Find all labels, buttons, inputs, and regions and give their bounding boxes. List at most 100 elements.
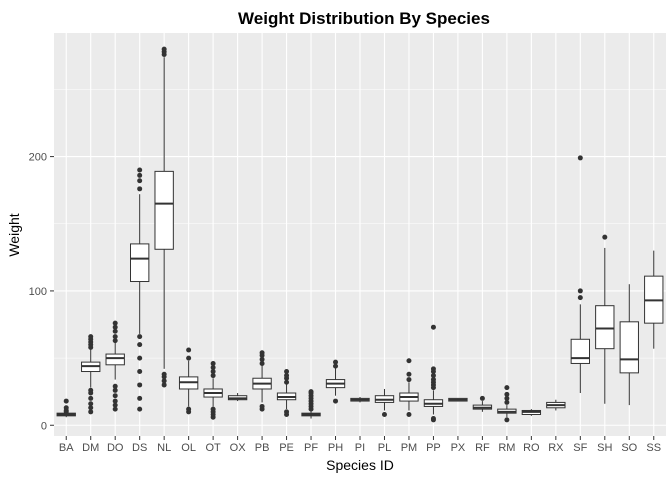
outlier-point	[161, 46, 167, 52]
outlier-point	[137, 167, 143, 173]
x-tick-label: PB	[255, 442, 270, 454]
outlier-point	[284, 373, 290, 379]
outlier-point	[259, 356, 265, 362]
outlier-point	[63, 405, 69, 411]
outlier-point	[186, 406, 192, 412]
outlier-point	[284, 409, 290, 415]
box-SF	[570, 155, 591, 394]
box-iqr	[130, 243, 150, 283]
outlier-point	[259, 360, 265, 366]
outlier-point	[112, 338, 118, 344]
outlier-point	[137, 186, 143, 192]
outlier-point	[112, 383, 118, 389]
outlier-point	[504, 391, 510, 397]
outlier-point	[161, 378, 167, 384]
box-RO	[521, 409, 542, 416]
outlier-point	[88, 387, 94, 393]
outlier-point	[112, 324, 118, 330]
box-iqr	[105, 353, 125, 366]
x-tick-label: SO	[621, 442, 637, 454]
x-tick-label: OT	[205, 442, 221, 454]
outlier-point	[112, 328, 118, 334]
outlier-point	[284, 369, 290, 375]
x-tick-label: RO	[523, 442, 540, 454]
outlier-point	[137, 334, 143, 340]
outlier-point	[333, 363, 339, 369]
outlier-point	[137, 369, 143, 375]
x-tick-label: DM	[82, 442, 99, 454]
x-tick-label: OL	[181, 442, 196, 454]
outlier-point	[308, 389, 314, 395]
x-axis-title: Species ID	[326, 457, 394, 473]
outlier-point	[112, 393, 118, 399]
x-tick-label: PH	[328, 442, 343, 454]
box-iqr	[619, 321, 639, 374]
x-tick-label: PE	[279, 442, 294, 454]
outlier-point	[504, 399, 510, 405]
outlier-point	[186, 347, 192, 353]
outlier-point	[259, 403, 265, 409]
x-tick-label: SF	[573, 442, 587, 454]
outlier-point	[210, 373, 216, 379]
outlier-point	[210, 360, 216, 366]
box-PF	[301, 389, 321, 419]
outlier-point	[406, 412, 412, 418]
box-DS	[130, 167, 150, 412]
outlier-point	[406, 358, 412, 364]
box-OT	[203, 360, 223, 420]
outlier-point	[479, 395, 485, 401]
outlier-point	[137, 178, 143, 184]
x-tick-label: OX	[230, 442, 247, 454]
x-tick-label: SS	[646, 442, 661, 454]
box-OL	[178, 347, 199, 415]
box-iqr	[570, 338, 591, 364]
outlier-point	[137, 172, 143, 178]
outlier-point	[137, 355, 143, 361]
outlier-point	[137, 382, 143, 388]
box-OX	[227, 393, 248, 402]
outlier-point	[112, 387, 118, 393]
y-tick-label: 100	[29, 286, 47, 298]
box-RX	[546, 399, 566, 411]
x-tick-label: PM	[401, 442, 418, 454]
outlier-point	[112, 398, 118, 404]
outlier-point	[112, 320, 118, 326]
box-PM	[399, 358, 419, 418]
x-tick-label: RM	[498, 442, 515, 454]
box-iqr	[595, 305, 615, 350]
outlier-point	[602, 234, 608, 240]
outlier-point	[406, 377, 412, 383]
outlier-point	[577, 295, 583, 301]
box-RM	[497, 385, 517, 423]
outlier-point	[284, 379, 290, 385]
outlier-point	[161, 382, 167, 388]
x-tick-label: PI	[355, 442, 365, 454]
outlier-point	[88, 409, 94, 415]
x-tick-label: RX	[548, 442, 564, 454]
y-tick-label: 0	[41, 420, 47, 432]
outlier-point	[210, 369, 216, 375]
x-tick-label: PL	[378, 442, 391, 454]
box-series	[56, 46, 664, 423]
outlier-point	[137, 342, 143, 348]
outlier-point	[333, 398, 339, 404]
outlier-point	[161, 371, 167, 377]
outlier-point	[88, 334, 94, 340]
x-tick-label: SH	[597, 442, 612, 454]
y-axis-title: Weight	[6, 213, 22, 256]
box-SS	[644, 250, 664, 349]
outlier-point	[381, 412, 387, 418]
x-tick-label: PX	[451, 442, 466, 454]
outlier-point	[210, 406, 216, 412]
y-tick-label: 200	[29, 152, 47, 164]
outlier-point	[88, 405, 94, 411]
outlier-point	[112, 334, 118, 340]
box-PP	[423, 324, 444, 423]
chart-title: Weight Distribution By Species	[238, 9, 490, 28]
x-tick-label: PF	[304, 442, 318, 454]
outlier-point	[406, 371, 412, 377]
outlier-point	[430, 324, 436, 330]
outlier-point	[63, 398, 69, 404]
outlier-point	[333, 359, 339, 365]
